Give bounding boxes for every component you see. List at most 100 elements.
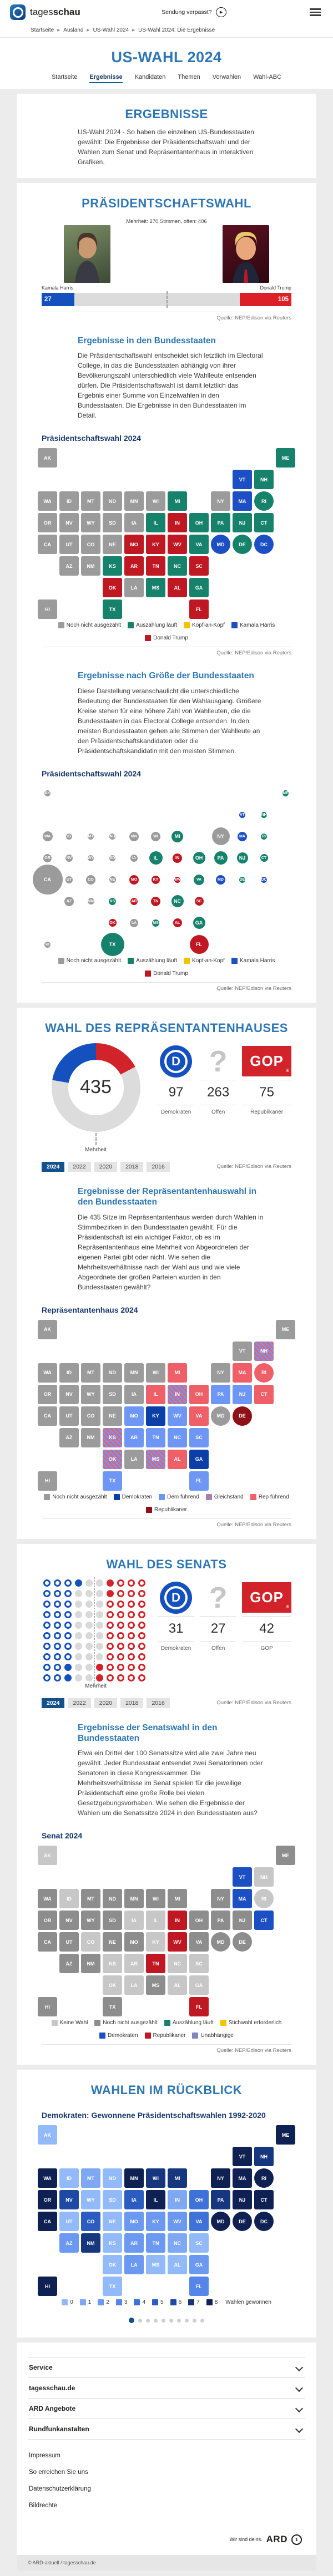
carousel-dot-6[interactable] xyxy=(169,2318,173,2323)
state-tile-ND[interactable]: ND xyxy=(103,491,122,511)
state-tile-SD[interactable]: SD xyxy=(103,513,122,533)
state-tile-IL[interactable]: IL xyxy=(146,1911,165,1930)
state-tile-IA[interactable]: IA xyxy=(124,1384,144,1404)
state-tile-TN[interactable]: TN xyxy=(146,2233,165,2253)
state-tile-LA[interactable]: LA xyxy=(124,1449,144,1469)
state-tile-OK[interactable]: OK xyxy=(103,578,122,598)
state-tile-AR[interactable]: AR xyxy=(124,1427,144,1447)
footer-link-impressum[interactable]: Impressum xyxy=(29,2452,60,2460)
state-tile-OR[interactable]: OR xyxy=(38,1911,57,1930)
state-tile-MT[interactable]: MT xyxy=(81,2168,100,2188)
state-tile-KS[interactable]: KS xyxy=(103,556,122,576)
state-tile-MT[interactable]: MT xyxy=(81,1363,100,1383)
carousel-dot-2[interactable] xyxy=(138,2318,142,2323)
state-tile-NC[interactable]: NC xyxy=(168,1427,187,1447)
state-tile-ME[interactable]: ME xyxy=(276,1319,295,1339)
state-tile-MD[interactable]: MD xyxy=(211,1406,230,1426)
carousel-dot-4[interactable] xyxy=(154,2318,158,2323)
state-tile-NY[interactable]: NY xyxy=(211,1889,230,1909)
state-tile-NH[interactable]: NH xyxy=(254,2147,274,2167)
state-tile-PA[interactable]: PA xyxy=(211,2190,230,2210)
state-tile-MS[interactable]: MS xyxy=(152,919,159,927)
state-tile-LA[interactable]: LA xyxy=(124,1975,144,1995)
state-tile-WA[interactable]: WA xyxy=(38,1889,57,1909)
state-tile-NH[interactable]: NH xyxy=(254,470,274,490)
state-tile-CA[interactable]: CA xyxy=(38,1932,57,1952)
state-tile-LA[interactable]: LA xyxy=(130,918,138,927)
footer-accordion-rundfunkanstalten[interactable]: Rundfunkanstalten xyxy=(28,2419,305,2440)
state-tile-OR[interactable]: OR xyxy=(43,853,52,862)
state-tile-SD[interactable]: SD xyxy=(109,855,115,861)
tab-ergebnisse[interactable]: Ergebnisse xyxy=(89,74,123,83)
state-tile-SC[interactable]: SC xyxy=(189,1427,209,1447)
state-tile-PA[interactable]: PA xyxy=(214,851,228,865)
state-tile-MO[interactable]: MO xyxy=(124,1406,144,1426)
carousel-dot-3[interactable] xyxy=(146,2318,150,2323)
state-tile-IL[interactable]: IL xyxy=(146,513,165,533)
footer-accordion-ard-angebote[interactable]: ARD Angebote xyxy=(28,2398,305,2419)
state-tile-NJ[interactable]: NJ xyxy=(233,1911,252,1930)
state-tile-SC[interactable]: SC xyxy=(189,1954,209,1974)
state-tile-MT[interactable]: MT xyxy=(81,491,100,511)
state-tile-AK[interactable]: AK xyxy=(38,448,57,468)
state-tile-TX[interactable]: TX xyxy=(103,1471,122,1491)
state-tile-OR[interactable]: OR xyxy=(38,1384,57,1404)
state-tile-AZ[interactable]: AZ xyxy=(59,2233,79,2253)
state-tile-UT[interactable]: UT xyxy=(59,535,79,555)
state-tile-WA[interactable]: WA xyxy=(38,491,57,511)
state-tile-VT[interactable]: VT xyxy=(239,811,245,818)
breadcrumb-item[interactable]: Startseite xyxy=(31,27,54,33)
carousel-dot-8[interactable] xyxy=(185,2318,189,2323)
state-tile-MA[interactable]: MA xyxy=(233,491,252,511)
state-tile-WV[interactable]: WV xyxy=(174,876,181,883)
state-tile-NH[interactable]: NH xyxy=(254,1341,274,1361)
year-tab-2020[interactable]: 2020 xyxy=(94,1161,118,1172)
state-tile-VT[interactable]: VT xyxy=(233,2147,252,2167)
state-tile-NM[interactable]: NM xyxy=(81,556,100,576)
state-tile-ND[interactable]: ND xyxy=(103,2168,122,2188)
state-tile-CA[interactable]: CA xyxy=(38,1406,57,1426)
state-tile-AZ[interactable]: AZ xyxy=(59,556,79,576)
state-tile-FL[interactable]: FL xyxy=(189,935,209,954)
state-tile-FL[interactable]: FL xyxy=(189,2277,209,2296)
state-tile-WV[interactable]: WV xyxy=(168,535,187,555)
state-tile-NV[interactable]: NV xyxy=(65,854,73,862)
state-tile-IA[interactable]: IA xyxy=(130,854,138,862)
state-tile-OR[interactable]: OR xyxy=(38,2190,57,2210)
state-tile-KS[interactable]: KS xyxy=(103,1427,122,1447)
state-tile-MA[interactable]: MA xyxy=(233,1889,252,1909)
state-tile-KY[interactable]: KY xyxy=(146,535,165,555)
state-tile-WI[interactable]: WI xyxy=(146,491,165,511)
state-tile-IA[interactable]: IA xyxy=(124,1911,144,1930)
state-tile-WI[interactable]: WI xyxy=(146,1889,165,1909)
state-tile-KS[interactable]: KS xyxy=(103,1954,122,1974)
state-tile-TN[interactable]: TN xyxy=(146,1427,165,1447)
state-tile-CO[interactable]: CO xyxy=(81,1932,100,1952)
menu-icon[interactable] xyxy=(307,6,323,18)
state-tile-TX[interactable]: TX xyxy=(103,2277,122,2296)
tab-themen[interactable]: Themen xyxy=(178,74,200,80)
tagesschau-logo[interactable]: tagesschau xyxy=(10,4,80,20)
state-tile-NY[interactable]: NY xyxy=(211,2168,230,2188)
year-tab-2016[interactable]: 2016 xyxy=(147,1161,170,1172)
state-tile-WY[interactable]: WY xyxy=(81,1911,100,1930)
state-tile-WI[interactable]: WI xyxy=(151,831,160,841)
state-tile-OH[interactable]: OH xyxy=(189,1911,209,1930)
state-tile-GA[interactable]: GA xyxy=(189,1449,209,1469)
state-tile-SC[interactable]: SC xyxy=(189,2233,209,2253)
state-tile-WV[interactable]: WV xyxy=(168,2212,187,2232)
state-tile-CO[interactable]: CO xyxy=(81,535,100,555)
state-tile-IA[interactable]: IA xyxy=(124,2190,144,2210)
state-tile-MO[interactable]: MO xyxy=(124,1932,144,1952)
state-tile-WY[interactable]: WY xyxy=(87,855,94,861)
year-tab-2020[interactable]: 2020 xyxy=(94,1698,118,1708)
state-tile-DE[interactable]: DE xyxy=(233,1932,252,1952)
state-tile-WA[interactable]: WA xyxy=(38,1363,57,1383)
footer-link-datenschutzerkl-rung[interactable]: Datenschutzerklärung xyxy=(29,2486,91,2493)
state-tile-MT[interactable]: MT xyxy=(88,833,94,840)
state-tile-NM[interactable]: NM xyxy=(81,1954,100,1974)
state-tile-KS[interactable]: KS xyxy=(109,897,116,905)
year-tab-2018[interactable]: 2018 xyxy=(120,1161,144,1172)
state-tile-OK[interactable]: OK xyxy=(108,919,117,927)
state-tile-DC[interactable]: DC xyxy=(261,876,267,883)
